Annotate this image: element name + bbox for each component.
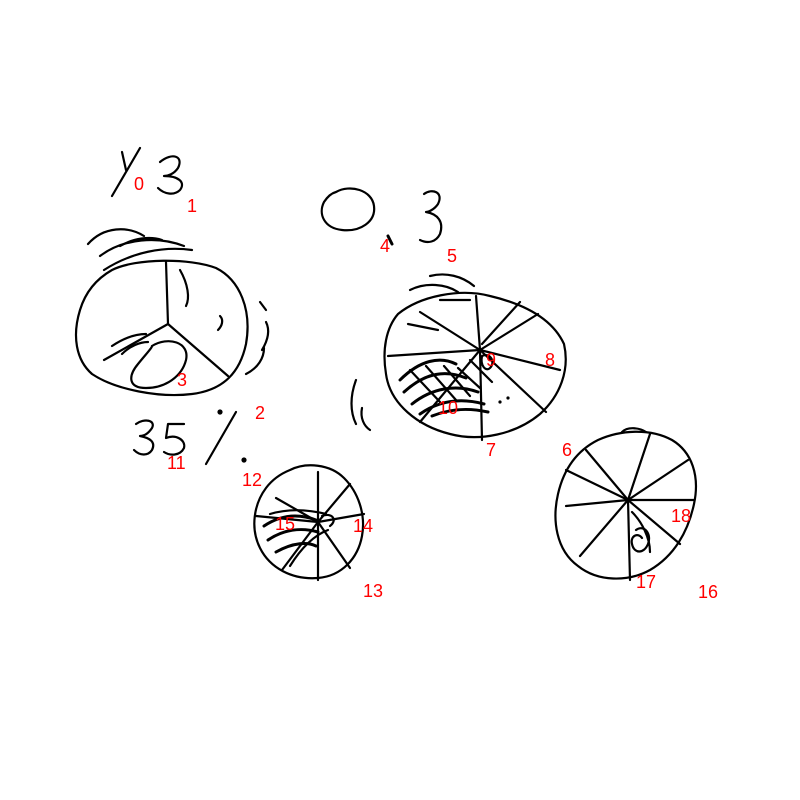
index-label-10: 10 (438, 398, 458, 418)
index-label-12: 12 (242, 470, 262, 490)
handwritten-fraction-one-third (110, 146, 184, 198)
index-label-6: 6 (562, 440, 572, 460)
index-label-0: 0 (134, 174, 144, 194)
index-label-8: 8 (545, 350, 555, 370)
index-label-13: 13 (363, 581, 383, 601)
index-label-4: 4 (380, 236, 390, 256)
index-label-14: 14 (353, 516, 373, 536)
pie-right (554, 427, 698, 582)
index-label-2: 2 (255, 403, 265, 423)
index-label-11: 11 (167, 453, 186, 473)
index-label-1: 1 (187, 196, 197, 216)
index-label-18: 18 (671, 506, 691, 526)
index-label-17: 17 (636, 572, 656, 592)
handwritten-decimal-zero-point-three (320, 187, 443, 246)
pie-large-left (74, 228, 270, 397)
pie-middle-right (350, 273, 567, 442)
index-label-16: 16 (698, 582, 718, 602)
pie-small-bottom (253, 464, 366, 582)
handwritten-percent-thirty-five (132, 409, 247, 466)
index-label-3: 3 (177, 370, 187, 390)
index-label-7: 7 (486, 440, 496, 460)
index-label-5: 5 (447, 246, 457, 266)
index-label-15: 15 (275, 514, 295, 534)
index-label-9: 9 (486, 350, 496, 370)
